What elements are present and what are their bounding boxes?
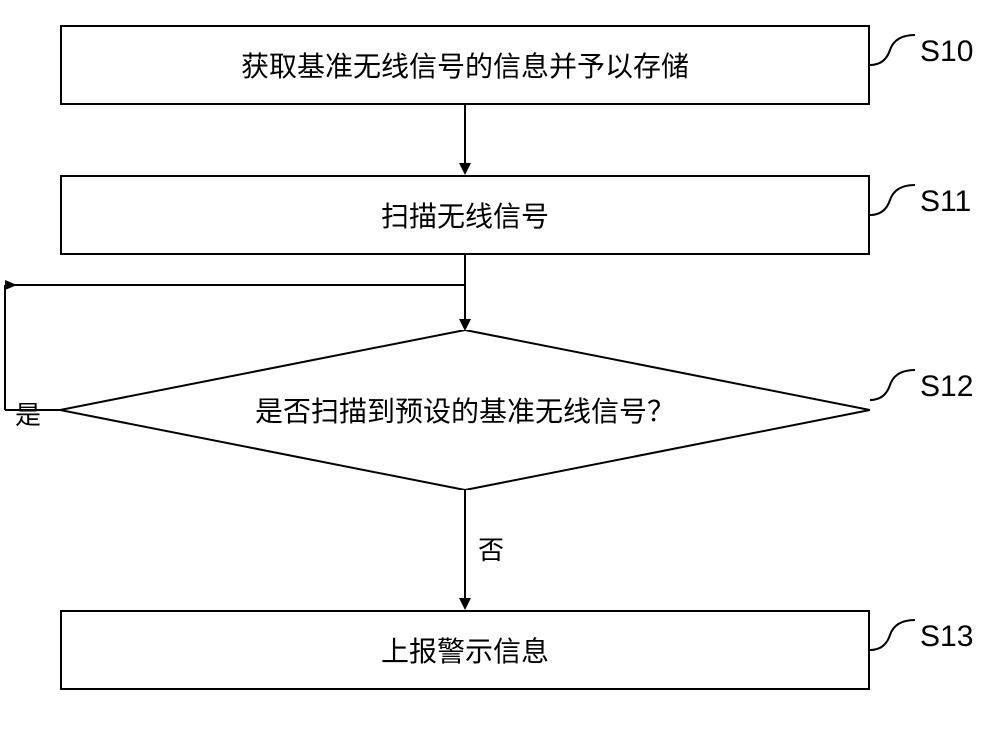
step-s13-text: 上报警示信息 (381, 630, 549, 670)
squiggle-s10 (870, 30, 920, 85)
label-s12: S12 (920, 370, 973, 404)
decision-s12-text: 是否扫描到预设的基准无线信号？ (255, 390, 675, 430)
squiggle-s12 (870, 365, 920, 420)
label-s10: S10 (920, 35, 973, 69)
step-s11: 扫描无线信号 (60, 175, 870, 255)
label-s11: S11 (920, 185, 971, 219)
squiggle-s11 (870, 180, 920, 235)
step-s11-text: 扫描无线信号 (381, 195, 549, 235)
arrow-s11-s12 (5, 255, 485, 338)
step-s10: 获取基准无线信号的信息并予以存储 (60, 25, 870, 105)
arrow-s10-s11 (455, 105, 475, 182)
arrow-yes-loop (0, 285, 62, 420)
step-s10-text: 获取基准无线信号的信息并予以存储 (241, 45, 689, 85)
arrow-s12-s13 (455, 490, 475, 617)
squiggle-s13 (870, 615, 920, 670)
label-s13: S13 (920, 620, 973, 654)
decision-s12: 是否扫描到预设的基准无线信号？ (60, 330, 870, 490)
step-s13: 上报警示信息 (60, 610, 870, 690)
branch-no: 否 (478, 530, 504, 567)
